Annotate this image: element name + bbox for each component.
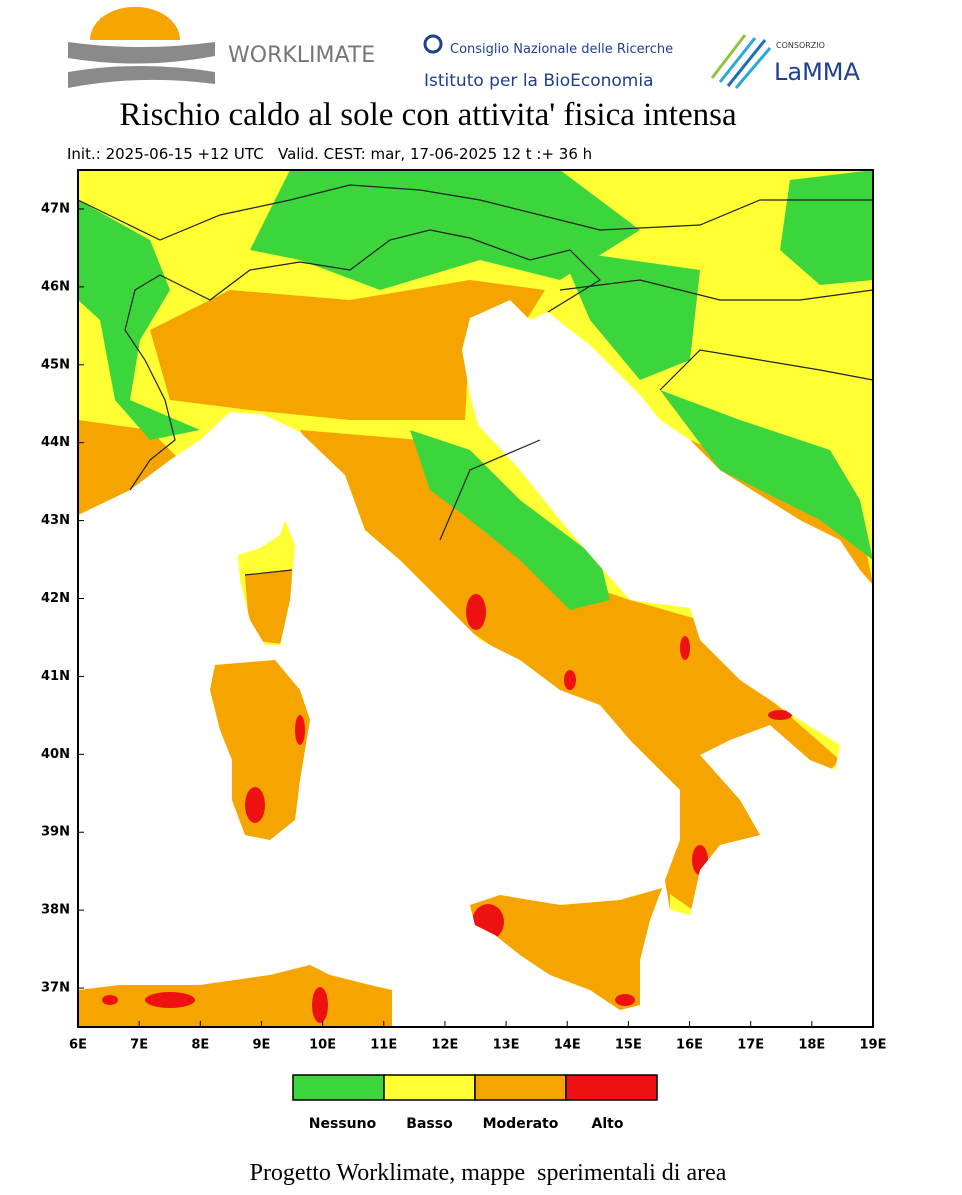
legend: Nessuno Basso Moderato Alto: [292, 1074, 658, 1132]
y-tick-label: 44N: [41, 435, 70, 450]
x-tick-label: 14E: [554, 1038, 581, 1053]
y-tick-label: 37N: [41, 981, 70, 996]
y-tick-label: 39N: [41, 825, 70, 840]
y-tick-label: 42N: [41, 591, 70, 606]
legend-label: Nessuno: [309, 1116, 377, 1132]
x-tick-label: 10E: [309, 1038, 336, 1053]
cnr-name: Consiglio Nazionale delle Ricerche: [450, 42, 673, 57]
consortium: CONSORZIO: [776, 41, 825, 50]
x-tick-label: 18E: [798, 1038, 825, 1053]
legend-label: Alto: [592, 1116, 624, 1132]
y-tick-label: 41N: [41, 669, 70, 684]
x-tick-label: 13E: [493, 1038, 520, 1053]
legend-label: Basso: [406, 1116, 453, 1132]
y-tick-label: 38N: [41, 903, 70, 918]
x-tick-label: 9E: [252, 1038, 270, 1053]
legend-swatch: [383, 1074, 476, 1101]
y-tick-label: 45N: [41, 357, 70, 372]
x-tick-label: 7E: [130, 1038, 148, 1053]
legend-label: Moderato: [483, 1116, 559, 1132]
lamma-name: LaMMA: [774, 58, 860, 86]
x-tick-label: 12E: [431, 1038, 458, 1053]
legend-swatch: [292, 1074, 385, 1101]
x-tick-label: 15E: [615, 1038, 642, 1053]
y-tick-label: 40N: [41, 747, 70, 762]
subtitle: Init.: 2025-06-15 +12 UTC Valid. CEST: m…: [67, 145, 592, 163]
borders: [77, 184, 874, 576]
zone-alto: [102, 594, 792, 1023]
footer: Progetto Worklimate, mappe sperimentali …: [250, 1160, 727, 1186]
lamma-logo: CONSORZIO LaMMA: [710, 34, 860, 89]
map: 6E 7E 8E 9E 10E 11E 12E 13E 14E 15E 16E 17E 18E 19E 37…: [41, 169, 887, 1053]
x-tick-label: 8E: [191, 1038, 209, 1053]
cnr-logo: Consiglio Nazionale delle Ricerche Istit…: [423, 34, 673, 91]
legend-swatch: [565, 1074, 658, 1101]
y-tick-label: 46N: [41, 279, 70, 294]
x-tick-label: 11E: [370, 1038, 397, 1053]
brand: WORKLIMATE: [228, 43, 375, 68]
y-tick-label: 43N: [41, 513, 70, 528]
title: Rischio caldo al sole con attivita' fisi…: [119, 97, 737, 133]
worklimate-logo: WORKLIMATE: [68, 6, 375, 88]
x-tick-label: 19E: [860, 1038, 887, 1053]
y-tick-label: 47N: [41, 201, 70, 216]
x-tick-label: 6E: [69, 1038, 87, 1053]
x-tick-label: 17E: [737, 1038, 764, 1053]
x-tick-label: 16E: [676, 1038, 703, 1053]
institute-name: Istituto per la BioEconomia: [424, 71, 654, 91]
legend-swatch: [474, 1074, 567, 1101]
